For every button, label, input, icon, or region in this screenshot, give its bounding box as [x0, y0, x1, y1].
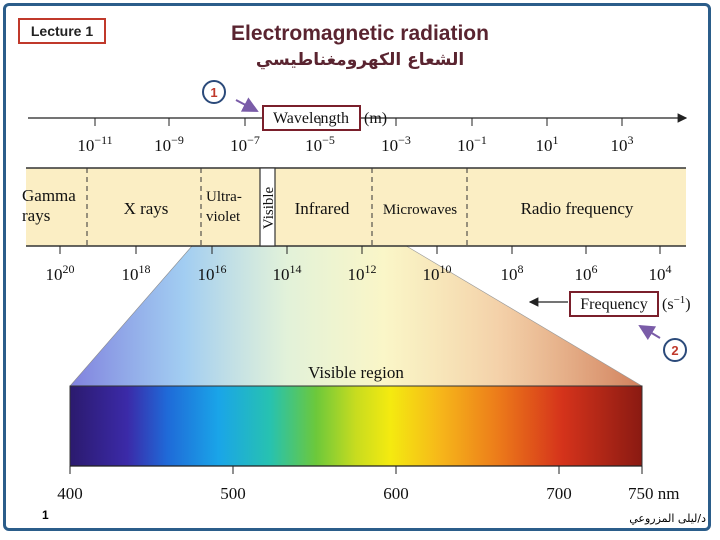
frequency-tick-label: 1014 [273, 262, 302, 284]
visible-ticks: 400 500 600 700 750 nm [57, 466, 679, 503]
frequency-tick-label: 106 [575, 262, 598, 284]
frequency-tick-label: 108 [501, 262, 524, 284]
region-uv-line1: Ultra- [206, 189, 242, 205]
frequency-tick-label: 1018 [122, 262, 151, 284]
marker-1-arrow [235, 97, 259, 112]
slide-title: Electromagnetic radiation [231, 22, 489, 45]
frequency-label: Frequency [580, 296, 648, 313]
visible-tick-label: 600 [383, 484, 409, 503]
marker-2: 2 [663, 338, 687, 362]
frequency-tick-label: 1010 [423, 262, 452, 284]
lecture-label: Lecture 1 [18, 18, 106, 44]
region-gamma-line2: rays [22, 206, 50, 225]
frequency-label-box [569, 291, 659, 317]
slide-frame [3, 3, 711, 531]
page-number: 1 [42, 508, 49, 522]
visible-tick-label: 700 [546, 484, 572, 503]
wavelength-tick-label: 10−3 [381, 133, 411, 155]
frequency-tick-label: 1012 [348, 262, 377, 284]
wavelength-tick-label: 10−1 [457, 133, 487, 155]
marker-2-arrow [638, 324, 661, 341]
visible-spectrum-bar [69, 385, 643, 467]
visible-tick-label: 500 [220, 484, 246, 503]
wavelength-tick-label: 10−7 [230, 133, 260, 155]
wavelength-label: Wavelength [273, 110, 349, 127]
visible-region-label: Visible region [308, 363, 404, 382]
visible-tick-label: 400 [57, 484, 83, 503]
wavelength-tick-label: 10−5 [305, 133, 335, 155]
region-uv-line2: violet [206, 209, 241, 225]
frequency-tick-label: 1020 [46, 262, 75, 284]
region-microwaves: Microwaves [383, 202, 457, 218]
wavelength-tick-label: 103 [611, 133, 634, 155]
wavelength-label-box [262, 105, 361, 131]
frequency-ticks: 1020 1018 1016 1014 1012 1010 108 106 104 [46, 246, 672, 284]
visible-tick-label: 750 nm [628, 484, 679, 503]
frequency-unit: (s−1) [662, 294, 691, 313]
frequency-tick-label: 1016 [198, 262, 227, 284]
region-visible: Visible [261, 186, 277, 229]
author-credit: د/ليلى المزروعي [629, 512, 706, 525]
wavelength-tick-label: 101 [536, 133, 559, 155]
slide-title-arabic: الشعاع الكهرومغناطيسي [255, 50, 465, 70]
region-infrared: Infrared [295, 199, 350, 218]
region-radio: Radio frequency [521, 199, 634, 218]
wavelength-tick-label: 10−11 [77, 133, 112, 155]
visible-slot [259, 167, 276, 247]
region-band [26, 168, 686, 246]
wavelength-ticks: 10−11 10−9 10−7 10−5 10−3 10−1 101 103 [77, 118, 634, 155]
region-dividers [86, 168, 468, 246]
marker-1: 1 [202, 80, 226, 104]
frequency-tick-label: 104 [649, 262, 672, 284]
wavelength-unit: (m) [364, 110, 387, 127]
region-xrays: X rays [124, 199, 169, 218]
wavelength-tick-label: 10−9 [154, 133, 184, 155]
region-gamma-line1: Gamma [22, 186, 76, 205]
